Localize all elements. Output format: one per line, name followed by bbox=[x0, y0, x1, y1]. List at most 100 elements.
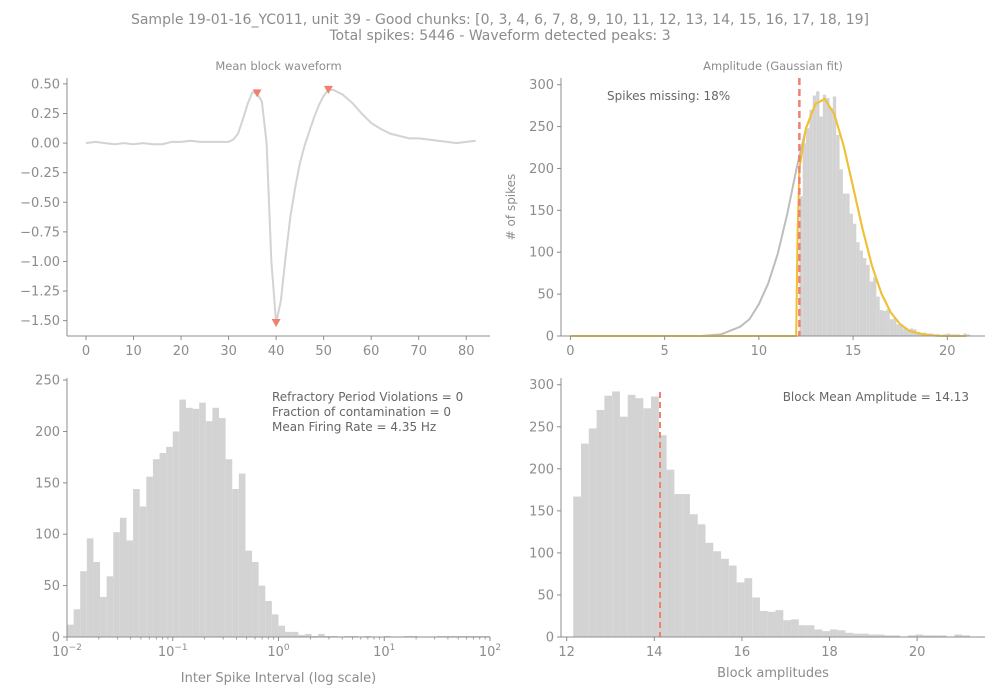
histogram-bar bbox=[915, 634, 924, 637]
histogram-bar bbox=[619, 416, 628, 637]
x-tick-label: 10 bbox=[751, 344, 768, 359]
histogram-bar bbox=[588, 428, 597, 637]
histogram-bar bbox=[819, 116, 823, 336]
x-tick-label: 10−2 bbox=[52, 643, 82, 660]
histogram-bar bbox=[596, 409, 605, 637]
histogram-bar bbox=[883, 310, 887, 336]
histogram-bar bbox=[783, 620, 792, 637]
x-tick-label: 5 bbox=[661, 344, 669, 359]
histogram-bar bbox=[697, 524, 706, 637]
histogram-bar bbox=[304, 633, 312, 637]
x-tick-label: 18 bbox=[821, 645, 838, 660]
amplitude-fit-panel: Amplitude (Gaussian fit) # of spikes Spike… bbox=[504, 59, 985, 359]
y-tick-label: 50 bbox=[537, 288, 554, 303]
histogram-bar bbox=[861, 633, 869, 637]
panel-title: Amplitude (Gaussian fit) bbox=[703, 59, 843, 73]
y-tick-label: 0 bbox=[52, 631, 60, 646]
histogram-bar bbox=[954, 634, 963, 637]
histogram-bar bbox=[635, 398, 644, 637]
y-tick-label: 200 bbox=[35, 425, 60, 440]
histogram-bar bbox=[245, 550, 253, 637]
histogram-bar bbox=[581, 443, 589, 637]
histogram-bar bbox=[404, 635, 411, 637]
histogram-bar bbox=[752, 597, 760, 637]
fit-curve bbox=[570, 97, 967, 337]
histogram-bar bbox=[721, 558, 729, 637]
histogram-bar bbox=[713, 551, 722, 637]
y-tick-label: 0.25 bbox=[31, 107, 60, 122]
histogram-bar bbox=[889, 319, 894, 336]
isi-annotation-line: Fraction of contamination = 0 bbox=[272, 405, 451, 419]
figure-title: Sample 19-01-16_YC011, unit 39 - Good ch… bbox=[130, 12, 870, 28]
histogram-bar bbox=[232, 489, 239, 637]
histogram-bar bbox=[873, 277, 877, 336]
histogram-bar bbox=[814, 629, 823, 637]
x-tick-label: 20 bbox=[173, 344, 190, 359]
histogram-bar bbox=[93, 561, 101, 637]
histogram-bar bbox=[311, 635, 319, 637]
histogram-bar bbox=[907, 635, 916, 637]
histogram-bar bbox=[344, 635, 352, 637]
histogram-bar bbox=[886, 309, 890, 336]
histogram-bar bbox=[252, 561, 259, 637]
histogram-bar bbox=[212, 407, 220, 637]
peak-marker bbox=[323, 85, 333, 94]
y-tick-label: 100 bbox=[35, 528, 60, 543]
isi-annotation-line: Refractory Period Violations = 0 bbox=[272, 390, 463, 404]
y-axis-label: # of spikes bbox=[504, 174, 518, 241]
x-tick-label: 30 bbox=[220, 344, 237, 359]
histogram-bar bbox=[856, 242, 860, 336]
histogram-bar bbox=[963, 333, 967, 336]
histogram-bar bbox=[456, 635, 464, 637]
histogram-bar bbox=[674, 494, 683, 637]
histogram-bar bbox=[463, 635, 471, 637]
x-tick-label: 80 bbox=[458, 344, 475, 359]
histogram-bar bbox=[298, 634, 305, 637]
histogram-bar bbox=[876, 634, 885, 637]
x-tick-label: 20 bbox=[939, 344, 956, 359]
histogram-bar bbox=[643, 408, 652, 637]
histogram-bar bbox=[612, 391, 620, 637]
histogram-bar bbox=[689, 514, 698, 637]
x-tick-label: 10 bbox=[125, 344, 142, 359]
histogram-bar bbox=[278, 625, 286, 637]
histogram-bar bbox=[470, 635, 477, 637]
y-tick-label: 200 bbox=[529, 162, 554, 177]
histogram-bar bbox=[816, 91, 820, 337]
histogram-bar bbox=[859, 250, 863, 336]
x-tick-label: 15 bbox=[845, 344, 862, 359]
x-tick-label: 60 bbox=[363, 344, 380, 359]
y-tick-label: −0.25 bbox=[20, 166, 60, 181]
y-tick-label: 250 bbox=[35, 374, 60, 389]
histogram-bar bbox=[829, 108, 833, 336]
x-tick-label: 0 bbox=[82, 344, 90, 359]
histogram-bar bbox=[119, 517, 127, 637]
histogram-bar bbox=[291, 631, 299, 637]
x-tick-label: 102 bbox=[479, 643, 501, 660]
x-tick-label: 0 bbox=[566, 344, 574, 359]
histogram-bar bbox=[862, 258, 867, 336]
histogram-bar bbox=[829, 629, 838, 637]
histogram-bar bbox=[842, 193, 847, 336]
y-tick-label: −1.25 bbox=[20, 285, 60, 300]
histogram-bar bbox=[604, 395, 613, 637]
histogram-bar bbox=[179, 399, 186, 637]
y-tick-label: 0.00 bbox=[31, 137, 60, 152]
x-tick-label: 20 bbox=[909, 645, 926, 660]
y-tick-label: 250 bbox=[529, 120, 554, 135]
y-tick-label: 200 bbox=[529, 462, 554, 477]
y-tick-label: −0.75 bbox=[20, 225, 60, 240]
histogram-bar bbox=[806, 128, 810, 336]
histogram-bar bbox=[651, 396, 659, 637]
y-tick-label: 100 bbox=[529, 246, 554, 261]
histogram-bar bbox=[265, 601, 272, 637]
histogram-bar bbox=[450, 635, 457, 637]
panel-title: Mean block waveform bbox=[215, 59, 341, 73]
y-tick-label: 150 bbox=[35, 476, 60, 491]
isi-histogram-panel: 0 50 100 150 200 250 10−2 10−1 100 101 102 Inter Sp… bbox=[35, 374, 501, 686]
histogram-bar bbox=[133, 489, 140, 637]
histogram-bar bbox=[331, 635, 338, 637]
histogram-bar bbox=[166, 446, 173, 637]
histogram-bar bbox=[826, 98, 830, 336]
isi-annotation-line: Mean Firing Rate = 4.35 Hz bbox=[272, 420, 436, 434]
